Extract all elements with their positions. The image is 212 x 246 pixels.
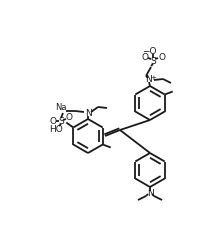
Text: N: N: [145, 76, 151, 84]
Text: N: N: [147, 188, 153, 198]
Text: +: +: [150, 75, 156, 81]
Text: HO: HO: [49, 124, 63, 134]
Text: O: O: [159, 52, 166, 62]
Text: S: S: [150, 57, 156, 65]
Text: S: S: [58, 117, 64, 125]
Text: N: N: [85, 109, 91, 119]
Text: O: O: [141, 52, 148, 62]
Text: O: O: [66, 113, 73, 123]
Text: O: O: [49, 117, 57, 125]
Text: Na: Na: [55, 104, 67, 112]
Text: −O: −O: [142, 46, 156, 56]
